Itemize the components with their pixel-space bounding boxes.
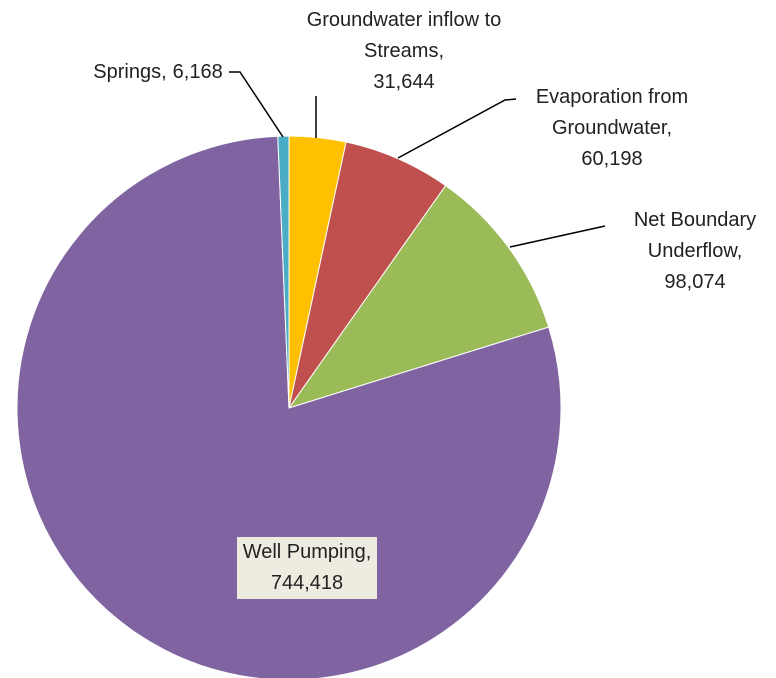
data-label: Well Pumping, 744,418 [237, 537, 377, 599]
label-separator: , [666, 117, 673, 139]
pie-slice [277, 135, 290, 409]
category-name: Net Boundary Underflow [633, 209, 757, 262]
category-name: Springs [93, 61, 162, 83]
value-label: 744,418 [270, 572, 344, 594]
category-name: Well Pumping [242, 541, 366, 563]
pie-slice [287, 184, 550, 409]
data-label: Net Boundary Underflow, 98,074 [615, 205, 775, 298]
data-label: Springs, 6,168 [78, 57, 238, 88]
label-separator: , [438, 40, 445, 62]
leader-line [229, 71, 284, 138]
value-label: 60,198 [581, 148, 643, 170]
data-label: Evaporation from Groundwater, 60,198 [517, 82, 707, 175]
leader-line [397, 98, 517, 159]
value-label: 98,074 [664, 271, 726, 293]
value-label: 6,168 [172, 61, 223, 83]
value-label: 31,644 [373, 71, 435, 93]
label-separator: , [365, 541, 372, 563]
label-separator: , [736, 240, 743, 262]
pie-slice [16, 135, 562, 678]
category-name: Evaporation from Groundwater [535, 86, 689, 139]
data-label: Groundwater inflow to Streams, 31,644 [304, 5, 504, 98]
label-separator: , [161, 61, 167, 83]
leader-line [509, 225, 606, 248]
category-name: Groundwater inflow to Streams [306, 9, 502, 62]
